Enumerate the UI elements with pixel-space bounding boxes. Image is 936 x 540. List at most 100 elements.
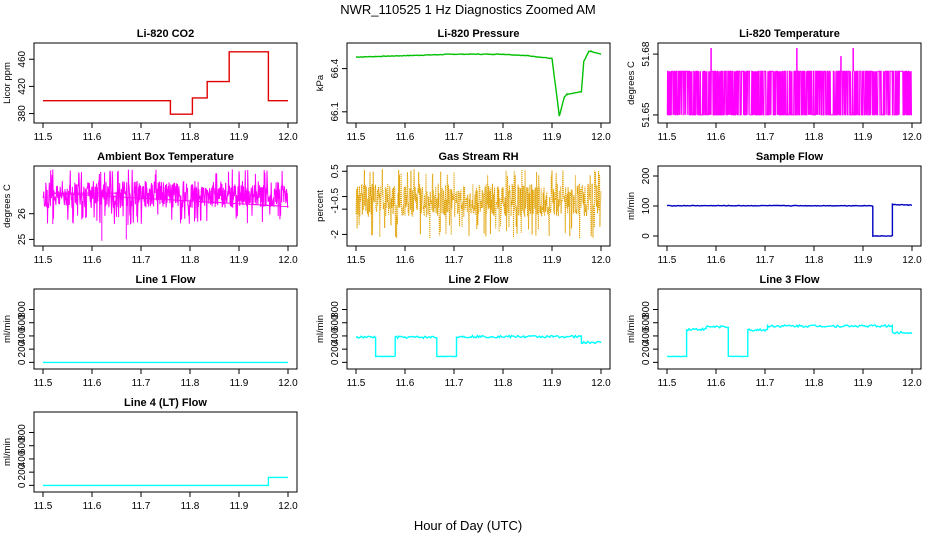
x-axis-caption: Hour of Day (UTC) [413, 518, 523, 533]
plot-frame [657, 288, 922, 370]
x-tick-label: 11.5 [34, 132, 53, 143]
y-tick-label: 200 [17, 463, 28, 480]
x-tick-label: 11.9 [854, 255, 873, 266]
x-tick-label: 11.5 [34, 501, 53, 512]
data-layer [355, 334, 602, 358]
x-tick-label: 11.7 [445, 378, 464, 389]
x-tick-label: 12.0 [278, 501, 298, 512]
y-tick-label: 0 [17, 482, 28, 488]
x-tick-label: 11.9 [543, 132, 562, 143]
x-tick-label: 12.0 [902, 132, 922, 143]
x-tick-label: 12.0 [591, 378, 611, 389]
data-layer [666, 323, 913, 358]
panel-8: Line 2 Flow ml/min 11.5 11.6 11.7 11.8 11.9 12.… [315, 274, 611, 389]
y-tick-label: -1 [330, 204, 341, 213]
x-tick-label: 11.9 [230, 132, 249, 143]
y-tick-label: 200 [641, 167, 652, 184]
panel-title: Ambient Box Temperature [97, 151, 234, 163]
y-tick-label: -2 [330, 230, 341, 239]
x-tick-label: 11.9 [543, 255, 562, 266]
series-line [355, 334, 602, 358]
y-axis-label: kPa [315, 74, 326, 91]
data-layer [666, 203, 913, 237]
y-tick-label: 800 [641, 301, 652, 318]
y-axis-label: ml/min [2, 315, 13, 343]
panel-10: Line 4 (LT) Flow ml/min 11.5 11.6 11.7 11.8 11… [2, 397, 298, 512]
x-tick-label: 11.7 [445, 132, 464, 143]
x-tick-label: 11.8 [494, 378, 513, 389]
y-axis-label: ml/min [626, 192, 637, 220]
x-tick-label: 11.7 [132, 132, 151, 143]
panel-4: Ambient Box Temperature degrees C 11.5 11.6… [2, 151, 298, 266]
y-axis-label: percent [315, 190, 326, 222]
y-tick-label: 800 [17, 424, 28, 441]
plot-frame [33, 165, 298, 247]
x-tick-label: 11.5 [34, 378, 53, 389]
x-tick-label: 11.6 [83, 255, 102, 266]
x-tick-label: 11.5 [658, 255, 677, 266]
x-tick-label: 11.6 [83, 132, 102, 143]
x-tick-label: 11.8 [181, 501, 200, 512]
panel-title: Gas Stream RH [438, 151, 518, 163]
x-tick-label: 12.0 [591, 255, 611, 266]
y-axis-label: ml/min [626, 315, 637, 343]
panel-title: Line 3 Flow [760, 274, 820, 286]
panel-1: Li-820 CO2 Licor ppm 11.5 11.6 11.7 11.8 11.9 1… [2, 28, 298, 143]
y-tick-label: 800 [330, 301, 341, 318]
series-line [355, 169, 602, 239]
x-tick-label: 11.6 [83, 378, 102, 389]
panel-7: Line 1 Flow ml/min 11.5 11.6 11.7 11.8 11.9 12.… [2, 274, 298, 389]
data-layer [355, 169, 602, 239]
y-tick-label: 0 [330, 359, 341, 365]
x-tick-label: 11.6 [83, 501, 102, 512]
x-tick-label: 11.7 [756, 378, 775, 389]
y-tick-label: 0 [641, 233, 652, 239]
panel-title: Sample Flow [756, 151, 824, 163]
x-tick-label: 11.6 [396, 378, 415, 389]
y-tick-label: 66.1 [330, 102, 341, 122]
y-axis-label: Licor ppm [2, 62, 13, 104]
x-tick-label: 11.6 [396, 132, 415, 143]
x-tick-label: 11.9 [230, 501, 249, 512]
y-tick-label: 100 [641, 197, 652, 214]
plot-frame [346, 42, 611, 124]
x-tick-label: 11.9 [230, 378, 249, 389]
series-line [666, 70, 912, 116]
series-line [43, 51, 288, 115]
panel-2: Li-820 Pressure kPa 11.5 11.6 11.7 11.8 11.9 12… [315, 28, 611, 143]
y-tick-label: 420 [17, 78, 28, 95]
x-tick-label: 11.9 [854, 132, 873, 143]
x-tick-label: 11.8 [494, 132, 513, 143]
x-tick-label: 11.6 [707, 132, 726, 143]
y-tick-label: 51.65 [641, 102, 652, 127]
x-tick-label: 11.5 [347, 132, 366, 143]
x-tick-label: 11.9 [230, 255, 249, 266]
x-tick-label: 12.0 [591, 132, 611, 143]
y-tick-label: -0.5 [330, 187, 341, 205]
panel-title: Line 2 Flow [449, 274, 509, 286]
x-tick-label: 11.7 [756, 255, 775, 266]
x-tick-label: 11.5 [34, 255, 53, 266]
panel-title: Li-820 Temperature [739, 28, 840, 40]
panel-6: Sample Flow ml/min 11.5 11.6 11.7 11.8 11.9 12.… [626, 151, 922, 266]
x-tick-label: 11.5 [658, 378, 677, 389]
panel-9: Line 3 Flow ml/min 11.5 11.6 11.7 11.8 11.9 12.… [626, 274, 922, 389]
x-tick-label: 11.7 [756, 132, 775, 143]
series-line [355, 49, 602, 117]
y-tick-label: 0 [641, 359, 652, 365]
x-tick-label: 11.8 [805, 378, 824, 389]
panel-5: Gas Stream RH percent 11.5 11.6 11.7 11.8 11.9… [315, 151, 611, 266]
figure-title: NWR_110525 1 Hz Diagnostics Zoomed AM [340, 2, 596, 17]
series-line [666, 323, 913, 358]
x-tick-label: 11.6 [707, 255, 726, 266]
y-axis-label: degrees C [626, 61, 637, 105]
series-line [42, 169, 289, 241]
plot-frame [346, 165, 611, 247]
plot-frame [33, 42, 298, 124]
x-tick-label: 11.8 [181, 255, 200, 266]
y-tick-label: 800 [17, 301, 28, 318]
y-tick-label: 400 [17, 327, 28, 344]
y-tick-label: 66.4 [330, 58, 341, 78]
